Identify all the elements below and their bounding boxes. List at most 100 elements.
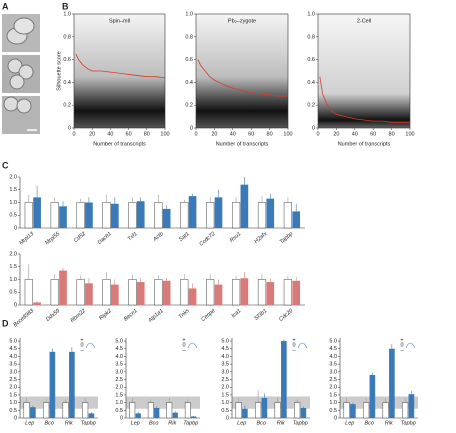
y-tick-label: 1.5 bbox=[115, 392, 123, 398]
y-tick-label: 5.0 bbox=[115, 339, 123, 345]
bar bbox=[242, 408, 248, 418]
x-tick-label: Rik bbox=[65, 420, 73, 426]
x-tick-label: 40 bbox=[230, 131, 236, 137]
y-tick-label: 0 bbox=[190, 125, 193, 131]
y-tick-label: 0 bbox=[68, 125, 71, 131]
x-tick-label: 60 bbox=[126, 131, 132, 137]
panel-title: Spin–mll bbox=[109, 18, 130, 24]
x-tick-label: Bco bbox=[45, 420, 54, 426]
y-tick-label: 3.0 bbox=[221, 369, 229, 375]
bar bbox=[136, 201, 145, 228]
x-tick-label: 0 bbox=[316, 131, 319, 137]
x-tick-label: 40 bbox=[107, 131, 113, 137]
x-tick-label: 20 bbox=[333, 131, 339, 137]
bar bbox=[76, 279, 85, 306]
inset-label: + bbox=[182, 337, 185, 343]
bar bbox=[154, 408, 160, 418]
y-tick-label: 5.0 bbox=[9, 339, 17, 345]
bar bbox=[102, 279, 111, 306]
x-tick-label: Lep bbox=[131, 420, 140, 426]
y-tick-label: 3.5 bbox=[115, 362, 123, 368]
bar bbox=[214, 197, 223, 228]
bar bbox=[24, 202, 33, 229]
bar bbox=[33, 302, 41, 305]
x-tick-label: 100 bbox=[283, 131, 292, 137]
y-tick-label: 1.5 bbox=[9, 187, 17, 193]
y-tick-label: 1.5 bbox=[329, 392, 337, 398]
y-tick-label: 0.6 bbox=[185, 57, 193, 63]
y-tick-label: 2.0 bbox=[115, 385, 123, 391]
y-tick-label: 1.0 bbox=[221, 400, 229, 406]
bar bbox=[162, 280, 171, 305]
y-tick-label: 4.5 bbox=[115, 346, 123, 352]
x-tick-label: Lep bbox=[237, 420, 246, 426]
y-tick-label: 0 bbox=[14, 415, 17, 421]
bar bbox=[110, 203, 119, 228]
x-tick-label: Tapbp bbox=[81, 420, 96, 426]
y-tick-label: 2.0 bbox=[9, 174, 17, 180]
bar bbox=[166, 402, 173, 419]
y-tick-label: 5.0 bbox=[329, 339, 337, 345]
y-tick-label: 1.0 bbox=[329, 400, 337, 406]
inset-label: – bbox=[400, 347, 404, 353]
bar bbox=[62, 402, 69, 419]
x-tick-label: Lep bbox=[25, 420, 34, 426]
x-tick-label: Atp1a1 bbox=[147, 308, 165, 324]
bar bbox=[128, 279, 137, 306]
x-axis-label: Number of transcripts bbox=[93, 141, 146, 147]
inset-curve bbox=[85, 342, 96, 349]
x-tick-label: Tapbp bbox=[293, 420, 308, 426]
panel-label: A bbox=[2, 1, 9, 11]
y-tick-label: 0 bbox=[14, 302, 17, 308]
x-axis-label: Number of transcripts bbox=[338, 141, 391, 147]
bar bbox=[172, 412, 178, 418]
x-tick-label: Ripk2 bbox=[98, 308, 113, 322]
x-tick-label: Bco bbox=[257, 420, 266, 426]
bar bbox=[24, 279, 33, 306]
y-tick-label: 1.0 bbox=[9, 200, 17, 206]
density bbox=[318, 14, 410, 128]
x-tick-label: Ddx59 bbox=[45, 308, 61, 323]
x-tick-label: Becn1 bbox=[123, 308, 139, 323]
x-tick-label: 100 bbox=[160, 131, 169, 137]
y-tick-label: 1.0 bbox=[185, 11, 193, 17]
x-tick-label: Bco bbox=[149, 420, 158, 426]
y-tick-label: 0.6 bbox=[307, 57, 315, 63]
bar bbox=[350, 404, 356, 418]
x-tick-label: Txf1 bbox=[127, 231, 139, 242]
bar bbox=[408, 394, 415, 418]
inset-label: 0 bbox=[80, 342, 83, 348]
bar bbox=[136, 282, 145, 305]
bar bbox=[255, 402, 262, 419]
y-tick-label: 2.0 bbox=[9, 385, 17, 391]
y-tick-label: 3.5 bbox=[221, 362, 229, 368]
x-tick-label: Rik bbox=[168, 420, 176, 426]
x-tick-label: 60 bbox=[370, 131, 376, 137]
reference-band bbox=[126, 396, 200, 409]
bar bbox=[184, 402, 191, 419]
bar bbox=[283, 279, 292, 306]
y-tick-label: 2.5 bbox=[9, 377, 17, 383]
y-tick-label: 4.5 bbox=[329, 346, 337, 352]
inset-curve bbox=[187, 342, 198, 349]
y-tick-label: 1.0 bbox=[307, 11, 315, 17]
x-tick-label: 80 bbox=[144, 131, 150, 137]
bar bbox=[266, 198, 275, 228]
line bbox=[75, 53, 166, 79]
bar bbox=[206, 279, 215, 306]
x-tick-label: Rbm22 bbox=[70, 308, 87, 324]
y-tick-label: 0.5 bbox=[221, 408, 229, 414]
bar bbox=[30, 407, 36, 418]
x-tick-label: Sat1 bbox=[178, 231, 191, 243]
y-tick-label: 0 bbox=[226, 415, 229, 421]
y-tick-label: 4.5 bbox=[221, 346, 229, 352]
x-tick-label: Dach1 bbox=[97, 231, 113, 246]
x-tick-label: Tapbp bbox=[279, 231, 294, 245]
x-tick-label: Mrpl55 bbox=[44, 230, 61, 246]
y-tick-label: 0.5 bbox=[329, 408, 337, 414]
bar bbox=[82, 402, 89, 419]
inset-label: – bbox=[182, 347, 186, 353]
bar bbox=[274, 402, 281, 419]
x-tick-label: 0 bbox=[194, 131, 197, 137]
bar bbox=[129, 402, 136, 419]
